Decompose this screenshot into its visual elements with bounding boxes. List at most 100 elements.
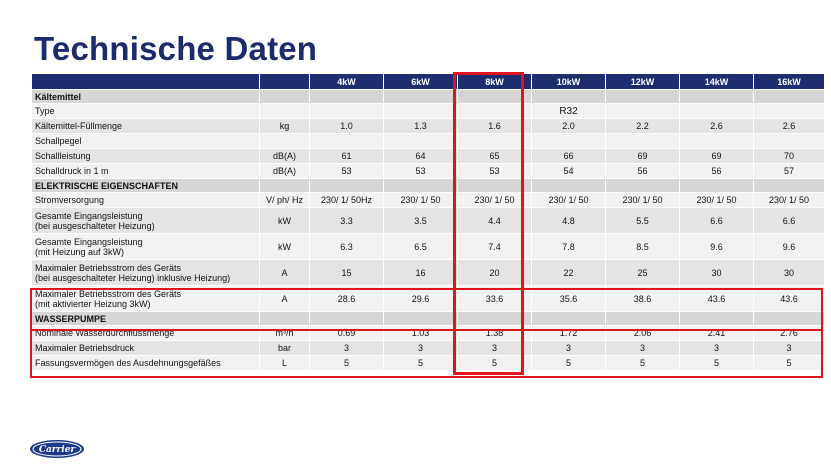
value-cell: 6.6 <box>679 207 754 234</box>
header-cell <box>31 73 260 90</box>
value-cell: 3 <box>531 340 606 356</box>
row-label: Nominale Wasserdurchflussmenge <box>31 325 260 341</box>
value-cell: 65 <box>457 148 532 164</box>
value-cell: 35.6 <box>531 285 606 312</box>
table-row: Nominale Wasserdurchflussmenge m³/h 0.69 1.… <box>31 325 825 341</box>
row-label-text: Maximaler Betriebsstrom des Geräts <box>35 288 182 299</box>
value-cell: 5.5 <box>605 207 680 234</box>
table-row: Schallpegel <box>31 133 825 149</box>
table-row: Gesamte Eingangsleistung (mit Heizung auf… <box>31 233 825 260</box>
value-cell <box>383 311 458 326</box>
row-label: Fassungsvermögen des Ausdehnungsgefäßes <box>31 355 260 371</box>
value-cell: 22 <box>531 259 606 286</box>
unit-cell: A <box>259 259 310 286</box>
value-cell: 5 <box>605 355 680 371</box>
refrigerant-type-value: R32 <box>531 103 606 119</box>
row-label-text: Gesamte Eingangsleistung <box>35 236 143 247</box>
row-label-subtext: (bei ausgeschalteter Heizung) <box>35 220 155 231</box>
value-cell: 5 <box>309 355 384 371</box>
unit-cell <box>259 133 310 149</box>
row-label: WASSERPUMPE <box>31 311 260 326</box>
value-cell: 230/ 1/ 50Hz <box>309 192 384 208</box>
section-row: WASSERPUMPE <box>31 311 825 326</box>
value-cell: 53 <box>383 163 458 179</box>
value-cell: 43.6 <box>679 285 754 312</box>
row-label-text: ELEKTRISCHE EIGENSCHAFTEN <box>35 180 179 191</box>
value-cell: 1.72 <box>531 325 606 341</box>
value-cell: 8.5 <box>605 233 680 260</box>
value-cell <box>531 178 606 193</box>
row-label-text: Schalldruck in 1 m <box>35 166 109 176</box>
value-cell: 69 <box>605 148 680 164</box>
row-label-text: Kältemittel-Füllmenge <box>35 121 123 131</box>
header-cell: 4kW <box>309 73 384 90</box>
value-cell <box>457 103 532 119</box>
logo-text: Carrier <box>39 445 77 455</box>
row-label-subtext: (bei ausgeschalteter Heizung) inklusive … <box>35 272 231 283</box>
row-label-text: WASSERPUMPE <box>35 313 107 324</box>
spec-table: 4kW 6kW 8kW 10kW 12kW 14kW 16kW Kältemit… <box>31 73 825 371</box>
value-cell: 28.6 <box>309 285 384 312</box>
value-cell: 57 <box>753 163 825 179</box>
value-cell <box>309 311 384 326</box>
header-cell: 6kW <box>383 73 458 90</box>
row-label-text: Stromversorgung <box>35 195 105 205</box>
value-cell <box>679 311 754 326</box>
value-cell <box>679 89 754 104</box>
value-cell <box>383 103 458 119</box>
unit-cell: kW <box>259 233 310 260</box>
value-cell: 66 <box>531 148 606 164</box>
value-cell: 9.6 <box>753 233 825 260</box>
table-body: Kältemittel Type R32 Kältemittel-Füllmenge k… <box>31 89 825 371</box>
value-cell <box>753 103 825 119</box>
value-cell: 3 <box>679 340 754 356</box>
value-cell <box>383 133 458 149</box>
value-cell: 43.6 <box>753 285 825 312</box>
header-cell: 12kW <box>605 73 680 90</box>
value-cell: 2.6 <box>679 118 754 134</box>
table-row: Schallleistung dB(A) 61 64 65 66 69 69 70 <box>31 148 825 164</box>
header-cell: 10kW <box>531 73 606 90</box>
value-cell: 9.6 <box>679 233 754 260</box>
value-cell: 7.8 <box>531 233 606 260</box>
value-cell: 16 <box>383 259 458 286</box>
value-cell: 1.0 <box>309 118 384 134</box>
value-cell: 4.4 <box>457 207 532 234</box>
value-cell: 2.6 <box>753 118 825 134</box>
value-cell <box>679 133 754 149</box>
table-row: Schalldruck in 1 m dB(A) 53 53 53 54 56 56 57 <box>31 163 825 179</box>
value-cell: 5 <box>383 355 458 371</box>
value-cell: 25 <box>605 259 680 286</box>
value-cell: 230/ 1/ 50 <box>753 192 825 208</box>
value-cell: 3.3 <box>309 207 384 234</box>
value-cell: 2.06 <box>605 325 680 341</box>
value-cell: 230/ 1/ 50 <box>457 192 532 208</box>
value-cell: 5 <box>457 355 532 371</box>
row-label-text: Maximaler Betriebsdruck <box>35 343 135 353</box>
value-cell: 3.5 <box>383 207 458 234</box>
row-label-subtext: (mit aktivierter Heizung 3kW) <box>35 298 151 309</box>
unit-cell <box>259 311 310 326</box>
table-row: Stromversorgung V/ ph/ Hz 230/ 1/ 50Hz 230/… <box>31 192 825 208</box>
table-row: Maximaler Betriebsstrom des Geräts (bei a… <box>31 259 825 286</box>
unit-cell: A <box>259 285 310 312</box>
page-title: Technische Daten <box>34 30 318 67</box>
unit-cell <box>259 103 310 119</box>
unit-cell: kg <box>259 118 310 134</box>
row-label-text: Nominale Wasserdurchflussmenge <box>35 328 175 338</box>
value-cell: 2.2 <box>605 118 680 134</box>
value-cell: 30 <box>679 259 754 286</box>
value-cell: 29.6 <box>383 285 458 312</box>
value-cell: 2.0 <box>531 118 606 134</box>
table-row: Maximaler Betriebsdruck bar 3 3 3 3 3 3 3 <box>31 340 825 356</box>
value-cell: 1.38 <box>457 325 532 341</box>
value-cell: 15 <box>309 259 384 286</box>
value-cell: 6.3 <box>309 233 384 260</box>
row-label-subtext: (mit Heizung auf 3kW) <box>35 246 125 257</box>
value-cell: 1.3 <box>383 118 458 134</box>
table-row: Maximaler Betriebsstrom des Geräts (mit a… <box>31 285 825 312</box>
row-label: Schallleistung <box>31 148 260 164</box>
row-label: Gesamte Eingangsleistung (mit Heizung auf… <box>31 233 260 260</box>
value-cell <box>605 89 680 104</box>
value-cell: 230/ 1/ 50 <box>605 192 680 208</box>
